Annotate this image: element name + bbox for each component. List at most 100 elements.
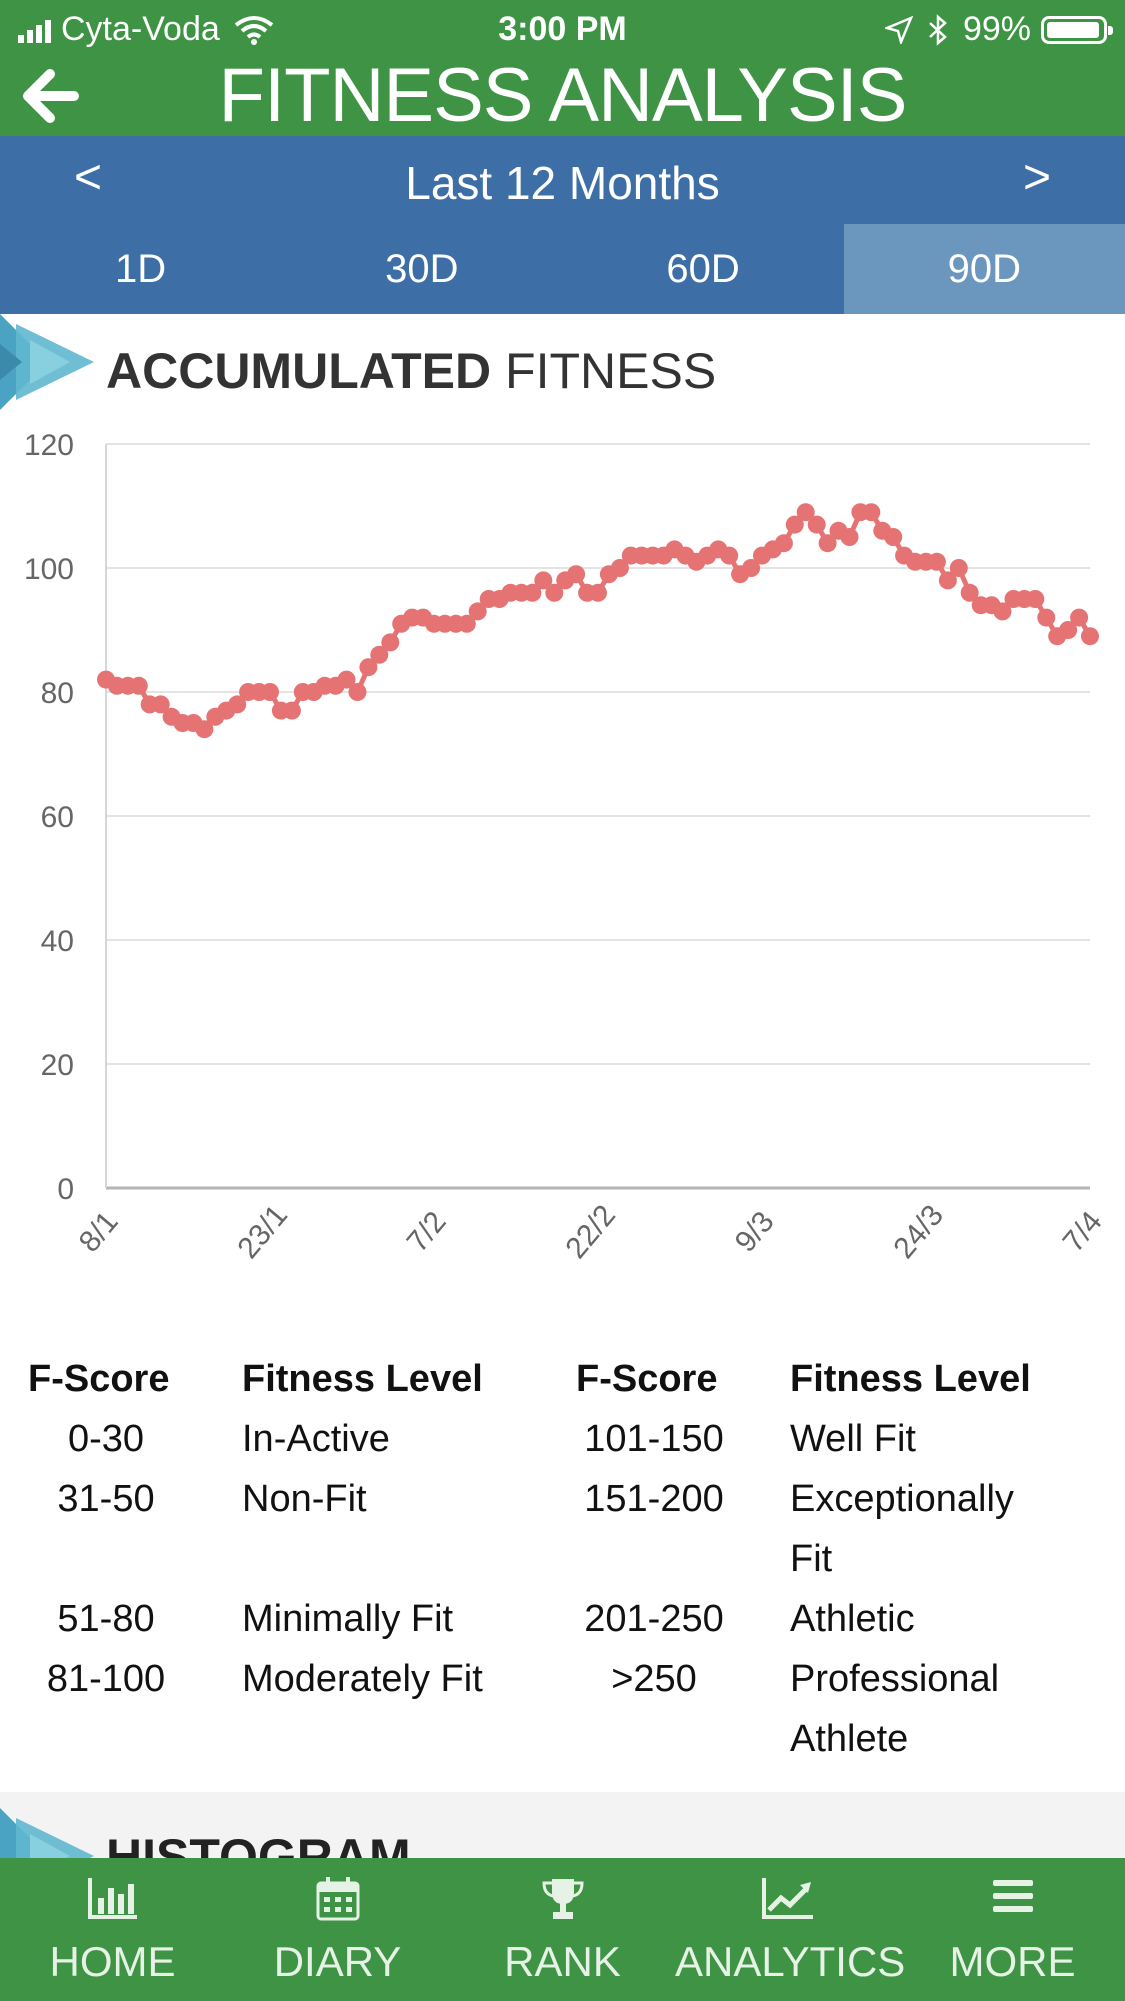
y-tick-label: 120 bbox=[24, 429, 74, 462]
histogram-title: HISTOGRAM bbox=[106, 1829, 411, 1858]
legend-header-level-2: Fitness Level bbox=[790, 1358, 1031, 1400]
back-arrow-icon[interactable] bbox=[20, 66, 80, 126]
x-tick-label: 22/2 bbox=[559, 1199, 622, 1265]
fitness-level-legend: F-Score Fitness Level F-Score Fitness Le… bbox=[0, 1358, 1125, 1788]
legend-level: Professional bbox=[790, 1658, 1000, 1700]
legend-score: >250 bbox=[611, 1658, 697, 1700]
status-left: Cyta-Voda bbox=[18, 10, 274, 49]
section-title: ACCUMULATED FITNESS bbox=[106, 342, 716, 400]
legend-level-cont: Fit bbox=[790, 1538, 833, 1580]
data-point bbox=[720, 546, 739, 565]
tab-more[interactable]: MORE bbox=[900, 1858, 1125, 2001]
battery-percent: 99% bbox=[962, 10, 1031, 48]
status-time: 3:00 PM bbox=[498, 10, 627, 48]
status-bar: Cyta-Voda 3:00 PM 99% bbox=[0, 0, 1125, 60]
data-point bbox=[862, 503, 881, 522]
y-tick-label: 0 bbox=[57, 1173, 74, 1206]
section-triangle-icon bbox=[0, 1808, 94, 1858]
data-point bbox=[261, 683, 279, 701]
legend-score: 201-250 bbox=[584, 1598, 724, 1640]
tab-analytics[interactable]: ANALYTICS bbox=[675, 1858, 906, 2001]
data-point bbox=[785, 515, 804, 534]
y-tick-label: 20 bbox=[41, 1049, 74, 1082]
range-tab-30d[interactable]: 30D bbox=[385, 247, 459, 291]
data-point bbox=[1070, 608, 1089, 627]
legend-level-cont: Athlete bbox=[790, 1718, 909, 1760]
legend-score: 51-80 bbox=[57, 1598, 155, 1640]
bottom-tab-bar: HOME DIARY RANK ANALYTIC bbox=[0, 1858, 1125, 2001]
x-tick-label: 9/3 bbox=[729, 1205, 781, 1258]
x-tick-label: 23/1 bbox=[231, 1199, 294, 1265]
legend-score: 81-100 bbox=[46, 1658, 166, 1700]
legend-level: Well Fit bbox=[790, 1418, 916, 1460]
tab-label: ANALYTICS bbox=[675, 1938, 906, 1985]
data-point bbox=[545, 583, 564, 602]
data-point bbox=[993, 602, 1012, 621]
tab-diary[interactable]: DIARY bbox=[225, 1858, 450, 2001]
range-tab-90d[interactable]: 90D bbox=[843, 224, 1125, 314]
legend-score: 31-50 bbox=[57, 1478, 155, 1520]
data-point bbox=[567, 565, 586, 584]
data-point bbox=[370, 645, 389, 664]
data-point bbox=[610, 559, 629, 577]
data-point bbox=[774, 534, 793, 553]
legend-header-score-2: F-Score bbox=[576, 1358, 718, 1400]
x-tick-label: 8/1 bbox=[73, 1205, 125, 1258]
range-tab-60d[interactable]: 60D bbox=[666, 247, 740, 291]
carrier-label: Cyta-Voda bbox=[61, 10, 220, 48]
legend-level: Non-Fit bbox=[242, 1478, 367, 1520]
data-point bbox=[927, 552, 946, 571]
data-point bbox=[796, 503, 815, 522]
previous-period-button[interactable]: < bbox=[74, 151, 103, 204]
battery-icon bbox=[1041, 15, 1113, 44]
x-tick-label: 24/3 bbox=[887, 1199, 950, 1265]
legend-score: 151-200 bbox=[584, 1478, 724, 1520]
tab-label: DIARY bbox=[273, 1938, 402, 1985]
fitness-chart: 0 20 40 60 80 100 120 8/1 23/1 7/2 22/2 9/3 24/3 7/4 bbox=[0, 414, 1125, 1294]
data-point bbox=[381, 633, 400, 652]
legend-level: Minimally Fit bbox=[242, 1598, 454, 1640]
trophy-icon bbox=[541, 1879, 584, 1919]
period-label: Last 12 Months bbox=[405, 157, 720, 209]
bar-chart-icon bbox=[87, 1878, 137, 1919]
data-point bbox=[348, 683, 367, 701]
calendar-icon bbox=[316, 1877, 359, 1921]
data-point bbox=[457, 614, 476, 633]
tab-label: HOME bbox=[49, 1938, 176, 1985]
signal-icon bbox=[18, 17, 51, 43]
data-point bbox=[949, 559, 968, 577]
tab-rank[interactable]: RANK bbox=[450, 1858, 675, 2001]
data-point bbox=[228, 695, 247, 714]
data-point bbox=[534, 571, 553, 590]
next-period-button[interactable]: > bbox=[1022, 151, 1051, 204]
data-point bbox=[129, 676, 148, 695]
tab-label: MORE bbox=[949, 1938, 1076, 1985]
data-point bbox=[884, 528, 903, 546]
menu-icon bbox=[992, 1880, 1033, 1912]
legend-header-score-1: F-Score bbox=[28, 1358, 170, 1400]
data-point bbox=[742, 559, 761, 577]
legend-score: 0-30 bbox=[67, 1418, 145, 1460]
data-point bbox=[1059, 621, 1078, 639]
data-point bbox=[938, 571, 957, 590]
y-tick-label: 80 bbox=[41, 677, 74, 710]
x-tick-label: 7/2 bbox=[401, 1205, 453, 1258]
tab-label: RANK bbox=[504, 1938, 621, 1985]
tab-home[interactable]: HOME bbox=[0, 1858, 225, 2001]
histogram-header: HISTOGRAM bbox=[0, 1792, 1125, 1858]
fitness-line-chart: 0 20 40 60 80 100 120 8/1 23/1 7/2 22/2 9/3 24/3 7/4 bbox=[24, 429, 1109, 1265]
y-tick-label: 60 bbox=[41, 801, 74, 834]
range-tab-1d[interactable]: 1D bbox=[115, 247, 167, 291]
accumulated-fitness-header: ACCUMULATED FITNESS bbox=[0, 314, 1125, 414]
data-point bbox=[589, 583, 607, 602]
status-right: 99% bbox=[884, 10, 1113, 49]
data-point bbox=[840, 528, 859, 546]
location-icon bbox=[884, 15, 913, 44]
line-chart-icon bbox=[761, 1878, 813, 1919]
y-tick-label: 100 bbox=[24, 553, 74, 586]
data-point bbox=[523, 583, 542, 602]
wifi-icon bbox=[234, 15, 273, 45]
data-point bbox=[1037, 608, 1056, 627]
top-bar: Cyta-Voda 3:00 PM 99% FITNESS ANALYSIS bbox=[0, 0, 1125, 138]
bluetooth-icon bbox=[929, 13, 947, 46]
